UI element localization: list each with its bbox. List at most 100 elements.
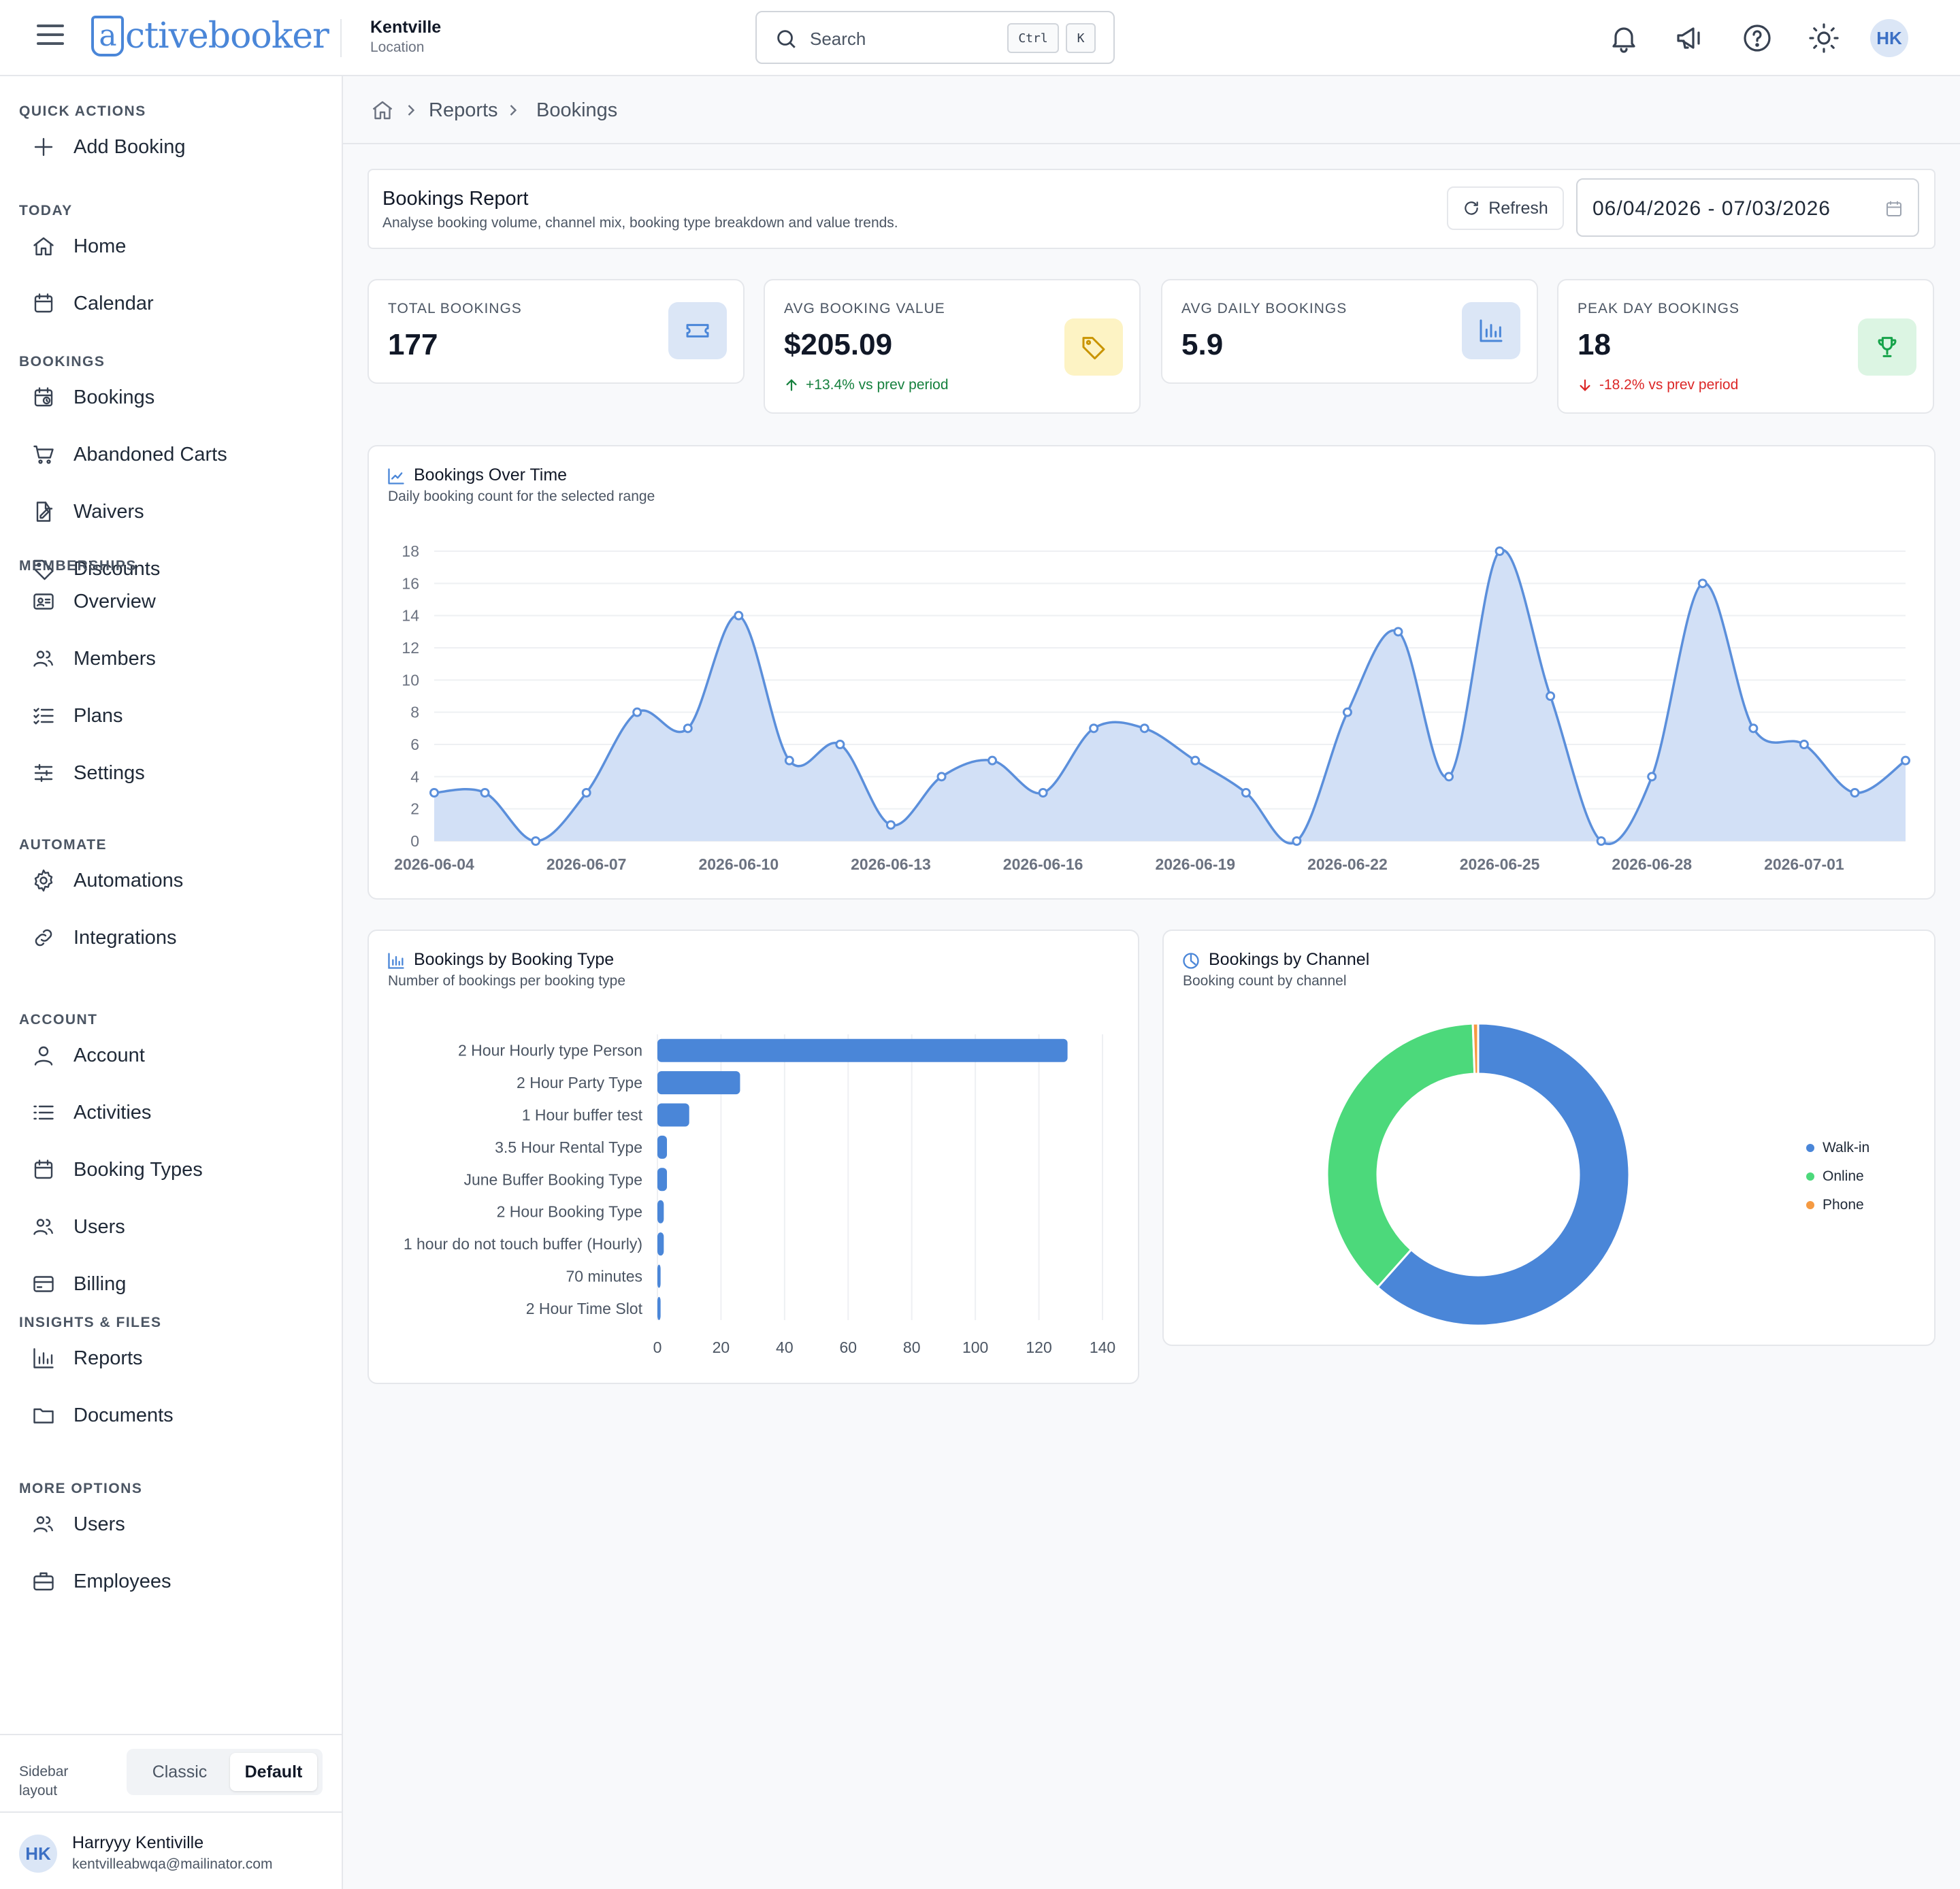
breadcrumb-bookings: Bookings	[536, 99, 618, 121]
legend-marker	[1806, 1172, 1814, 1181]
sidebar-item-overview[interactable]: Overview	[19, 580, 325, 623]
logo[interactable]: a ctivebooker	[91, 12, 329, 60]
sidebar-item-label: Waivers	[74, 500, 144, 523]
sidebar-item-account[interactable]: Account	[19, 1034, 325, 1077]
donut-slice	[1326, 1022, 1476, 1289]
bar-chart-icon	[388, 953, 404, 969]
bar	[657, 1168, 668, 1192]
top-bar: a ctivebooker Kentville Location Search C…	[0, 0, 1960, 76]
legend-item[interactable]: Walk-in	[1806, 1134, 1869, 1162]
sidebar-item-label: Integrations	[74, 926, 177, 949]
legend-item[interactable]: Online	[1806, 1162, 1869, 1191]
sidebar-item-discounts[interactable]: Discounts	[19, 547, 325, 591]
data-point	[1647, 772, 1657, 782]
stat-delta-text: +13.4% vs prev period	[806, 377, 949, 393]
data-point	[1748, 723, 1759, 734]
x-tick-label: 2026-07-01	[1764, 855, 1844, 873]
bar-chart-icon	[31, 1346, 56, 1370]
bar	[657, 1135, 668, 1159]
sidebar-item-billing[interactable]: Billing	[19, 1262, 325, 1306]
data-point	[1494, 546, 1505, 556]
search-icon	[777, 30, 796, 48]
y-tick-label: 18	[402, 542, 419, 560]
stat-card: AVG DAILY BOOKINGS 5.9	[1161, 279, 1538, 384]
location-name[interactable]: Kentville	[370, 18, 442, 37]
date-range-picker[interactable]: 06/04/2026 - 07/03/2026	[1576, 178, 1919, 237]
data-point	[480, 788, 490, 798]
x-tick-label: 2026-06-16	[1003, 855, 1083, 873]
user-profile[interactable]: HK Harryyy Kentiville kentvilleabwqa@mai…	[0, 1811, 342, 1889]
sidebar-item-calendar[interactable]: Calendar	[19, 282, 325, 325]
sidebar-item-booking-types[interactable]: Booking Types	[19, 1148, 325, 1192]
folder-icon	[31, 1403, 56, 1428]
sun-icon[interactable]	[1808, 22, 1840, 54]
user-icon	[31, 1043, 56, 1068]
sidebar-item-label: Activities	[74, 1101, 152, 1123]
sidebar-item-abandoned-carts[interactable]: Abandoned Carts	[19, 433, 325, 476]
data-point	[987, 755, 998, 766]
sidebar-item-label: Billing	[74, 1272, 127, 1295]
home-icon[interactable]	[370, 98, 395, 122]
sidebar-item-label: Employees	[74, 1570, 172, 1592]
y-tick-label: 2	[410, 800, 419, 818]
layout-default-button[interactable]: Default	[230, 1753, 317, 1791]
sidebar-item-users[interactable]: Users	[19, 1502, 325, 1546]
data-point	[531, 836, 541, 846]
list-checks-icon	[31, 704, 56, 728]
gear-icon	[31, 868, 56, 893]
search-input[interactable]: Search Ctrl K	[755, 11, 1115, 64]
data-point	[429, 788, 439, 798]
tag-icon	[1064, 318, 1123, 376]
sidebar-item-activities[interactable]: Activities	[19, 1091, 325, 1134]
sidebar-item-add-booking[interactable]: Add Booking	[19, 125, 325, 169]
stat-card: PEAK DAY BOOKINGS 18 -18.2% vs prev period	[1557, 279, 1934, 414]
pie-chart-icon	[1183, 953, 1199, 969]
help-icon[interactable]	[1741, 22, 1774, 54]
sidebar-item-settings[interactable]: Settings	[19, 751, 325, 795]
avatar[interactable]: HK	[1870, 19, 1908, 57]
series-line	[434, 548, 1907, 846]
search-placeholder: Search	[810, 29, 866, 49]
category-label: 2 Hour Time Slot	[526, 1300, 643, 1317]
breadcrumb-reports[interactable]: Reports	[429, 99, 498, 121]
report-header: Bookings Report Analyse booking volume, …	[368, 169, 1936, 249]
chart-title: Bookings by Channel	[1209, 950, 1370, 969]
refresh-button[interactable]: Refresh	[1447, 186, 1564, 230]
sidebar-item-members[interactable]: Members	[19, 637, 325, 680]
sidebar-item-reports[interactable]: Reports	[19, 1336, 325, 1380]
sidebar-item-users[interactable]: Users	[19, 1205, 325, 1249]
data-point	[1393, 627, 1403, 637]
bell-icon[interactable]	[1607, 22, 1640, 54]
calendar-clock-icon	[31, 385, 56, 410]
category-label: 2 Hour Booking Type	[497, 1203, 642, 1221]
layout-classic-button[interactable]: Classic	[152, 1762, 208, 1781]
stat-delta: -18.2% vs prev period	[1578, 377, 1738, 393]
sidebar-item-automations[interactable]: Automations	[19, 859, 325, 902]
sidebar-item-label: Abandoned Carts	[74, 443, 227, 465]
x-tick-label: 100	[962, 1338, 988, 1356]
sidebar-item-employees[interactable]: Employees	[19, 1560, 325, 1603]
legend-item[interactable]: Phone	[1806, 1191, 1869, 1219]
sidebar-item-waivers[interactable]: Waivers	[19, 490, 325, 533]
sidebar-item-plans[interactable]: Plans	[19, 694, 325, 738]
sidebar-item-label: Discounts	[74, 557, 161, 580]
sidebar-item-documents[interactable]: Documents	[19, 1394, 325, 1437]
sidebar-item-label: Reports	[74, 1347, 143, 1369]
legend-marker	[1806, 1201, 1814, 1209]
shortcut-ctrl-key: Ctrl	[1007, 23, 1059, 53]
bar	[657, 1232, 664, 1256]
cart-icon	[31, 442, 56, 467]
sidebar-item-bookings[interactable]: Bookings	[19, 376, 325, 419]
sidebar-item-label: Settings	[74, 761, 145, 784]
sidebar-section-label: QUICK ACTIONS	[19, 103, 146, 119]
calendar-icon	[31, 1157, 56, 1182]
legend-label: Online	[1823, 1168, 1864, 1184]
megaphone-icon[interactable]	[1674, 22, 1707, 54]
sidebar-section-label: TODAY	[19, 203, 73, 218]
sidebar-item-integrations[interactable]: Integrations	[19, 916, 325, 959]
category-label: 2 Hour Party Type	[517, 1074, 642, 1091]
stat-delta-text: -18.2% vs prev period	[1599, 377, 1739, 393]
menu-toggle-icon[interactable]	[37, 24, 64, 52]
stat-value: 5.9	[1181, 328, 1224, 361]
sidebar-item-home[interactable]: Home	[19, 225, 325, 268]
